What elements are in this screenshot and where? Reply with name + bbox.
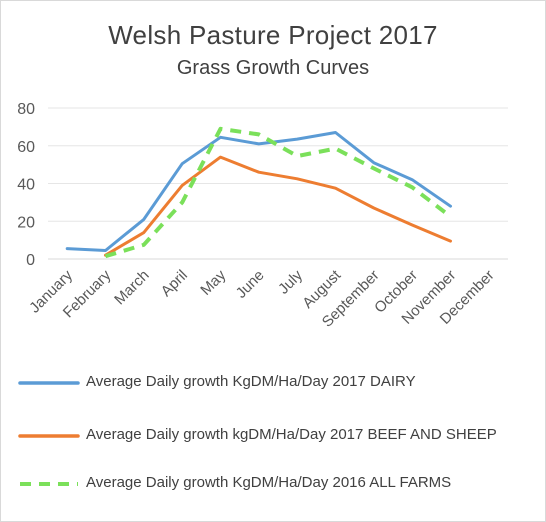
legend-label-beef-sheep: Average Daily growth kgDM/Ha/Day 2017 BE… [86,426,497,443]
legend-entry-all-farms: Average Daily growth KgDM/Ha/Day 2016 AL… [18,469,538,499]
legend-swatch-all-farms [20,482,78,486]
legend-entry-beef-sheep: Average Daily growth kgDM/Ha/Day 2017 BE… [18,421,538,451]
x-tick-label: April [158,267,191,300]
y-tick-label: 0 [26,252,35,269]
y-tick-label: 20 [17,214,35,231]
legend-label-all-farms: Average Daily growth KgDM/Ha/Day 2016 AL… [86,474,452,491]
y-tick-label: 60 [17,139,35,156]
y-tick-label: 40 [17,177,35,194]
x-tick-label: June [233,267,268,302]
y-tick-label: 80 [17,101,35,118]
legend-entry-dairy: Average Daily growth KgDM/Ha/Day 2017 DA… [18,368,538,398]
x-tick-label: May [197,266,229,298]
x-tick-label: March [111,267,152,308]
series-line-2 [104,126,452,259]
legend-label-dairy: Average Daily growth KgDM/Ha/Day 2017 DA… [86,373,416,390]
chart-title: Welsh Pasture Project 2017 [108,20,438,50]
legend-swatch-beef-sheep [18,434,80,438]
series-line-0 [65,131,452,252]
legend-swatch-dairy [18,381,80,385]
x-tick-label: July [275,266,306,297]
chart-subtitle: Grass Growth Curves [176,57,370,79]
series-line-1 [104,155,452,257]
